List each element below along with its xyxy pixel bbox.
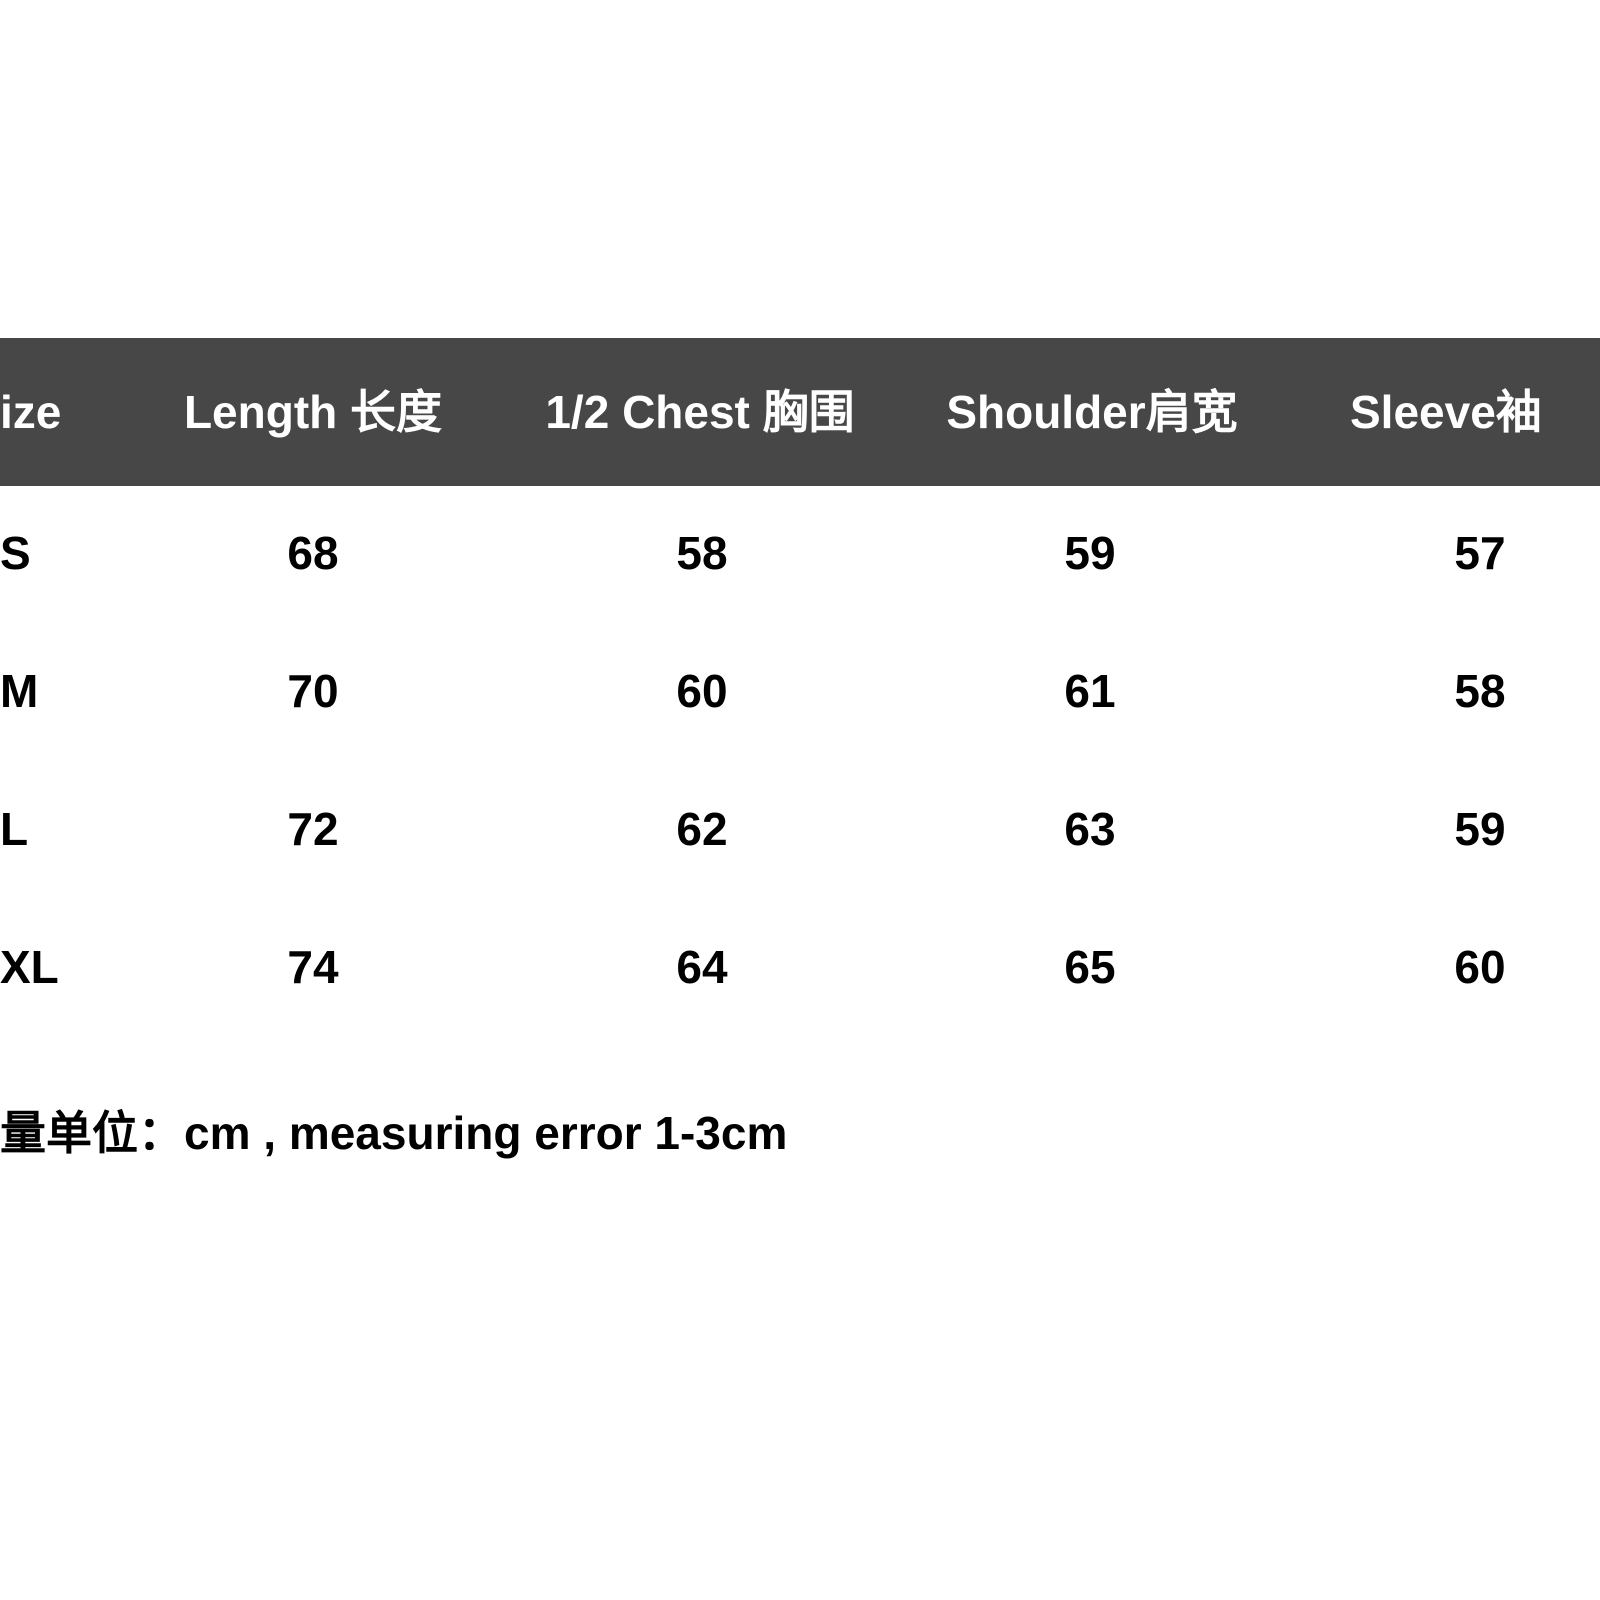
measurement: 68 (287, 527, 339, 579)
measurement: 59 (1454, 803, 1506, 855)
measurement: 74 (287, 941, 339, 993)
measurement: 60 (676, 665, 728, 717)
measurement: 62 (676, 803, 728, 855)
column-header: Length 长度 (183, 386, 443, 438)
measurement: 58 (1454, 665, 1506, 717)
column-header: 1/2 Chest 胸围 (545, 386, 855, 438)
measurement: 60 (1454, 941, 1506, 993)
measurement: 72 (287, 803, 339, 855)
column-header: ize (0, 386, 62, 438)
measurement: 58 (676, 527, 728, 579)
column-header: Sleeve袖 (1350, 386, 1542, 438)
measurement: 59 (1064, 527, 1116, 579)
header-band (0, 338, 1600, 486)
measurement: 70 (287, 665, 339, 717)
column-header: Shoulder肩宽 (946, 386, 1238, 438)
measurement: 64 (676, 941, 728, 993)
measurement: 63 (1064, 803, 1116, 855)
measurement: 61 (1064, 665, 1116, 717)
measurement: 65 (1064, 941, 1116, 993)
measurement: 57 (1454, 527, 1506, 579)
size-label: M (0, 665, 39, 717)
measure-note: 量单位：cm , measuring error 1-3cm (0, 1107, 788, 1159)
size-label: L (0, 803, 29, 855)
size-label: S (0, 527, 31, 579)
size-label: XL (0, 941, 59, 993)
